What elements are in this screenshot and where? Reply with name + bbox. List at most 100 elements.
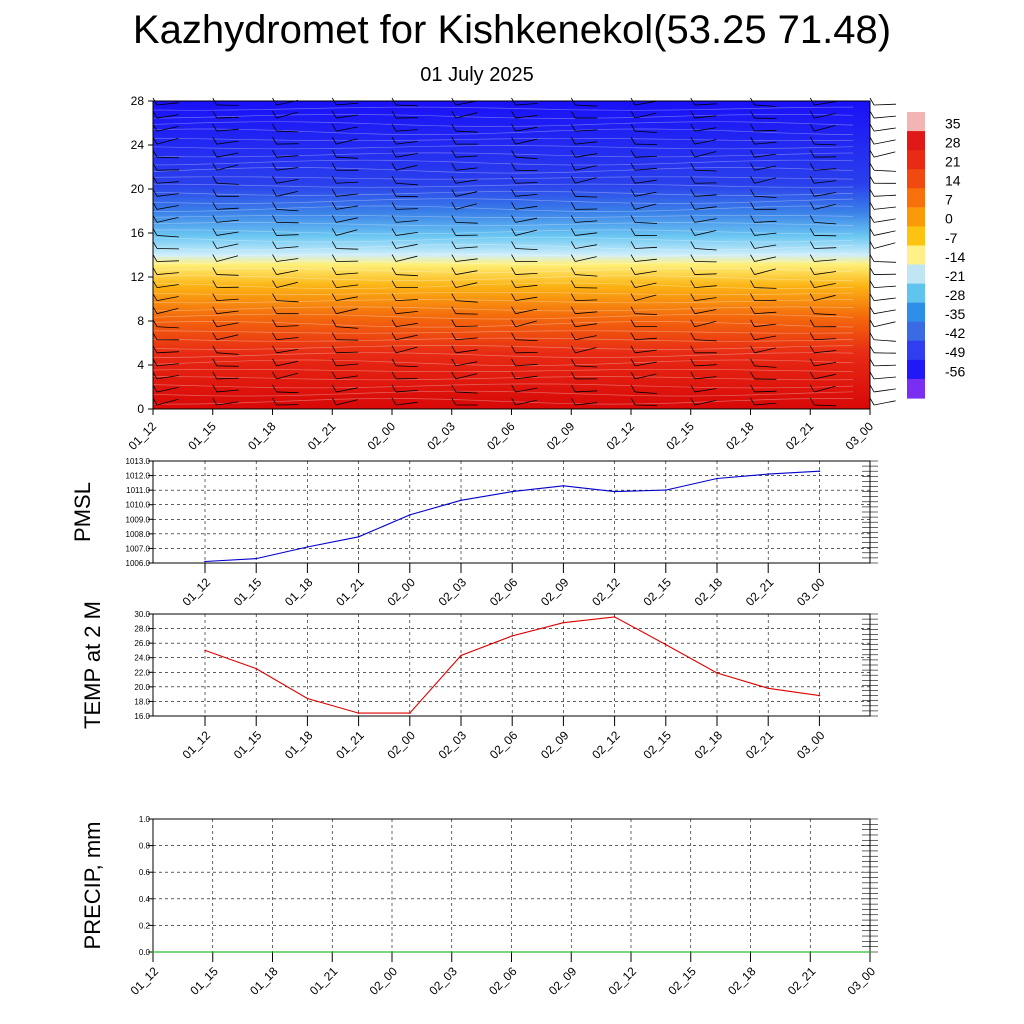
wind-barb: [634, 373, 657, 380]
wind-barb-flag: [391, 332, 397, 340]
wind-barb-flag: [690, 189, 696, 197]
wind-barb-flag: [451, 149, 457, 158]
wind-barb: [814, 271, 837, 275]
wind-barb-flag: [212, 332, 218, 340]
wind-barb-flag: [630, 345, 636, 354]
wind-barb-flag: [869, 345, 875, 354]
wind-barb-flag: [272, 371, 277, 380]
wind-barb-flag: [152, 319, 158, 327]
data-point: [767, 687, 769, 690]
wind-barb-flag: [809, 149, 815, 158]
wind-barb: [455, 246, 478, 249]
wind-barb: [814, 113, 836, 119]
contour-line: [152, 137, 854, 142]
wind-barb: [575, 311, 598, 315]
wind-barb: [515, 387, 538, 393]
wind-barb-flag: [152, 345, 158, 354]
wind-barb: [814, 143, 837, 146]
wind-barb: [156, 205, 179, 210]
wind-barb-flag: [152, 228, 158, 236]
wind-barb-flag: [869, 228, 875, 236]
wind-barb-flag: [690, 176, 696, 184]
wind-barb: [575, 104, 598, 107]
wind-barb-flag: [690, 280, 696, 288]
wind-barb: [455, 337, 478, 341]
wind-barb: [455, 112, 478, 119]
wind-barb-flag: [750, 397, 755, 406]
wind-barb-flag: [331, 371, 337, 380]
wind-barb-flag: [750, 123, 755, 132]
wind-barb: [515, 103, 538, 106]
colorbar-label: -56: [945, 363, 965, 379]
wind-barb-flag: [869, 371, 875, 380]
x-tick-label: 02_09: [546, 964, 580, 998]
wind-barb: [814, 192, 836, 197]
wind-barb-flag: [750, 189, 755, 197]
wind-barb: [156, 126, 179, 132]
wind-barb: [395, 365, 419, 367]
wind-barb-flag: [750, 319, 755, 327]
wind-barb-flag: [750, 332, 755, 340]
wind-barb: [276, 167, 299, 171]
y-tick-label: 1006.0: [126, 559, 151, 568]
x-tick-label: 02_00: [365, 419, 399, 453]
y-tick-label: 1011.0: [126, 486, 150, 495]
colorbar-label: 35: [945, 115, 961, 131]
data-point: [357, 712, 360, 714]
wind-barb-flag: [152, 163, 158, 171]
data-point: [665, 643, 667, 646]
data-point: [562, 485, 565, 487]
wind-barb: [814, 373, 836, 380]
wind-barb-flag: [511, 306, 516, 314]
y-tick-label: 0.2: [139, 921, 151, 930]
wind-barb: [575, 195, 598, 198]
wind-barb: [754, 287, 777, 289]
wind-barb: [575, 177, 597, 184]
wind-barb-flag: [630, 358, 636, 367]
wind-barb-flag: [212, 228, 218, 236]
wind-barb-flag: [331, 280, 337, 288]
wind-barb-flag: [272, 228, 277, 236]
wind-barb: [754, 323, 777, 328]
wind-barb-flag: [809, 358, 815, 367]
x-tick-label: 01_15: [185, 419, 219, 453]
wind-barb-flag: [809, 397, 815, 406]
wind-barb-flag: [152, 397, 158, 406]
wind-barb: [156, 102, 179, 106]
wind-barb-flag: [869, 176, 875, 184]
wind-barb: [336, 156, 359, 159]
contour-line: [152, 282, 854, 289]
wind-barb-flag: [152, 293, 158, 301]
x-tick-label: 01_18: [245, 419, 279, 453]
wind-barb: [814, 313, 837, 316]
wind-barb: [276, 372, 298, 380]
wind-barb-flag: [690, 254, 696, 262]
wind-barb: [276, 191, 298, 197]
wind-barb: [814, 385, 836, 393]
wind-barb-flag: [570, 319, 576, 327]
y-tick-label: 26.0: [134, 639, 150, 648]
wind-barb-flag: [391, 149, 397, 158]
wind-barb-flag: [690, 332, 696, 340]
wind-barb-flag: [809, 241, 815, 249]
wind-barb: [694, 339, 717, 342]
wind-barb-flag: [451, 176, 457, 184]
wind-barb: [395, 401, 418, 406]
x-tick-label: 02_00: [384, 728, 418, 762]
wind-barb: [873, 242, 896, 249]
wind-barb-flag: [391, 267, 397, 275]
colorbar-label: -42: [945, 325, 965, 341]
wind-barb-flag: [570, 176, 576, 184]
wind-barb-flag: [152, 123, 158, 132]
wind-barb: [873, 169, 897, 172]
wind-barb: [575, 153, 598, 158]
wind-barb: [754, 244, 777, 249]
wind-barb-flag: [570, 189, 576, 197]
wind-barb-flag: [212, 136, 218, 145]
wind-barb: [156, 181, 179, 184]
wind-barb-flag: [690, 215, 696, 223]
wind-barb: [336, 114, 359, 119]
wind-barb-flag: [391, 241, 397, 249]
colorbar-label: -28: [945, 287, 965, 303]
wind-barb: [814, 294, 836, 302]
